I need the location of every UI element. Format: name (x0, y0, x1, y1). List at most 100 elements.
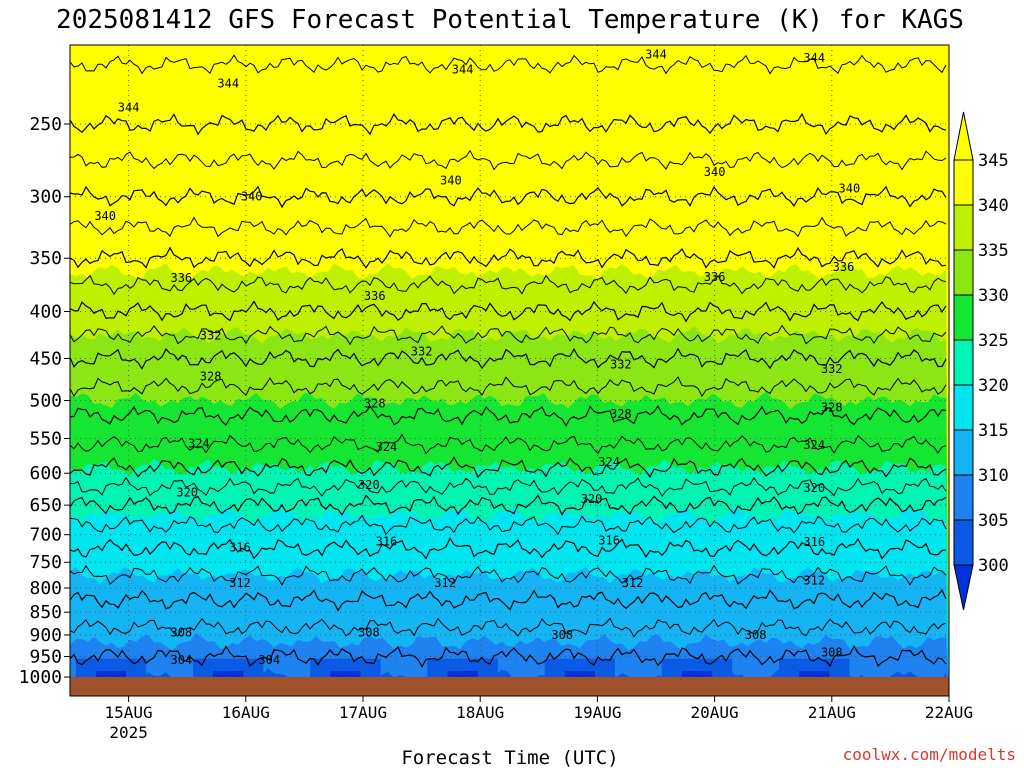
contour-minor-306 (70, 617, 947, 638)
y-tick-label-350: 350 (29, 248, 62, 269)
colorbar-label-315: 315 (978, 421, 1009, 441)
contour-minor-334 (70, 274, 947, 296)
cold-pocket-5 (661, 658, 733, 677)
contour-label-324: 324 (188, 437, 210, 451)
contour-340 (70, 185, 947, 209)
contour-label-332: 332 (610, 358, 632, 372)
contour-minor-314 (70, 514, 947, 536)
colorbar-label-320: 320 (978, 376, 1009, 396)
x-tick-label-17AUG: 17AUG (339, 703, 387, 722)
contour-label-308: 308 (821, 645, 843, 659)
colorbar-seg-335 (953, 204, 974, 251)
chart-title: 2025081412 GFS Forecast Potential Temper… (56, 5, 964, 35)
cold-pocket-4 (544, 658, 615, 677)
contour-label-320: 320 (358, 478, 380, 492)
contour-label-316: 316 (598, 533, 620, 547)
contour-label-308: 308 (551, 628, 573, 642)
contour-label-324: 324 (803, 438, 825, 452)
contour-label-308: 308 (358, 626, 380, 640)
x-tick-label-18AUG: 18AUG (456, 703, 504, 722)
plot-frame (69, 44, 950, 697)
contour-labels: 344 344 344 344 344 340 340 340 340 340 336 336 336 3… (94, 47, 860, 667)
contour-label-316: 316 (803, 535, 825, 549)
contour-minor-310 (70, 564, 947, 586)
contour-label-340: 340 (704, 165, 726, 179)
contour-label-344: 344 (645, 47, 667, 61)
y-tick-label-250: 250 (29, 114, 62, 135)
cold-core-5 (681, 670, 713, 677)
contour-label-328: 328 (200, 370, 222, 384)
y-tick-label-650: 650 (29, 495, 62, 516)
cold-pocket-0 (75, 658, 147, 677)
y-tick-label-500: 500 (29, 391, 62, 412)
x-axis-ticks: 15AUG 16AUG 17AUG 18AUG 19AUG 20AUG 21AUG 22AUG… (105, 696, 973, 742)
x-tick-label-15AUG: 15AUG (105, 703, 153, 722)
contour-minor-338 (70, 216, 947, 238)
contour-label-324: 324 (376, 440, 398, 454)
x-tick-label-21AUG: 21AUG (808, 703, 856, 722)
cold-core-6 (799, 670, 830, 677)
y-tick-label-450: 450 (29, 348, 62, 369)
contour-label-316: 316 (376, 535, 398, 549)
cold-pocket-3 (427, 658, 498, 677)
cold-core-3 (447, 670, 478, 677)
contour-lines (70, 54, 947, 668)
colorbar-label-345: 345 (978, 151, 1009, 171)
ground-surface (70, 677, 949, 696)
contour-label-332: 332 (200, 329, 222, 343)
contour-minor-342 (70, 149, 947, 171)
colorbar-seg-315 (953, 384, 974, 431)
cold-core-1 (213, 670, 244, 677)
y-tick-label-1000: 1000 (19, 667, 62, 688)
colorbar-label-300: 300 (978, 556, 1009, 576)
contour-label-304: 304 (258, 653, 280, 667)
colorbar-label-340: 340 (978, 196, 1009, 216)
contour-label-312: 312 (229, 576, 251, 590)
contour-label-328: 328 (364, 397, 386, 411)
contour-308 (70, 588, 947, 612)
x-tick-year: 2025 (109, 723, 148, 742)
contour-label-332: 332 (411, 344, 433, 358)
colorbar-label-330: 330 (978, 286, 1009, 306)
cold-core-2 (330, 670, 361, 677)
contour-324 (70, 405, 947, 427)
colorbar-seg-305 (953, 474, 974, 521)
y-tick-label-800: 800 (29, 578, 62, 599)
colorbar-seg-330 (953, 249, 974, 296)
credit-text: coolwx.com/modelts (843, 745, 1016, 764)
x-tick-label-16AUG: 16AUG (222, 703, 270, 722)
contour-label-312: 312 (434, 576, 456, 590)
colorbar-label-335: 335 (978, 241, 1009, 261)
contour-328 (70, 347, 947, 370)
colorbar-seg-310 (953, 429, 974, 476)
contour-label-312: 312 (803, 573, 825, 587)
contour-label-320: 320 (581, 492, 603, 506)
contour-label-304: 304 (170, 653, 192, 667)
y-tick-label-300: 300 (29, 187, 62, 208)
contour-label-340: 340 (839, 182, 861, 196)
contour-label-328: 328 (821, 401, 843, 415)
contour-316 (70, 494, 947, 516)
y-axis-ticks: 2503003504004505005506006507007508008509… (19, 114, 70, 688)
x-axis-label: Forecast Time (UTC) (401, 747, 618, 768)
contour-label-340: 340 (94, 209, 116, 223)
y-tick-label-900: 900 (29, 625, 62, 646)
contour-label-320: 320 (176, 486, 198, 500)
y-tick-label-950: 950 (29, 647, 62, 668)
contour-minor-330 (70, 324, 947, 346)
y-tick-label-600: 600 (29, 463, 62, 484)
colorbar: 300 305 310 315 320 325 330 335 340 345 (953, 111, 1009, 611)
contour-label-324: 324 (598, 455, 620, 469)
contour-label-344: 344 (803, 51, 825, 65)
x-tick-label-22AUG: 22AUG (925, 703, 973, 722)
colorbar-seg-340 (953, 159, 974, 206)
contour-label-332: 332 (821, 362, 843, 376)
contour-label-344: 344 (217, 77, 239, 91)
contour-label-308: 308 (745, 628, 767, 642)
y-tick-label-750: 750 (29, 552, 62, 573)
y-tick-label-850: 850 (29, 602, 62, 623)
contour-label-340: 340 (241, 190, 263, 204)
contour-label-336: 336 (704, 270, 726, 284)
contour-312 (70, 537, 947, 560)
